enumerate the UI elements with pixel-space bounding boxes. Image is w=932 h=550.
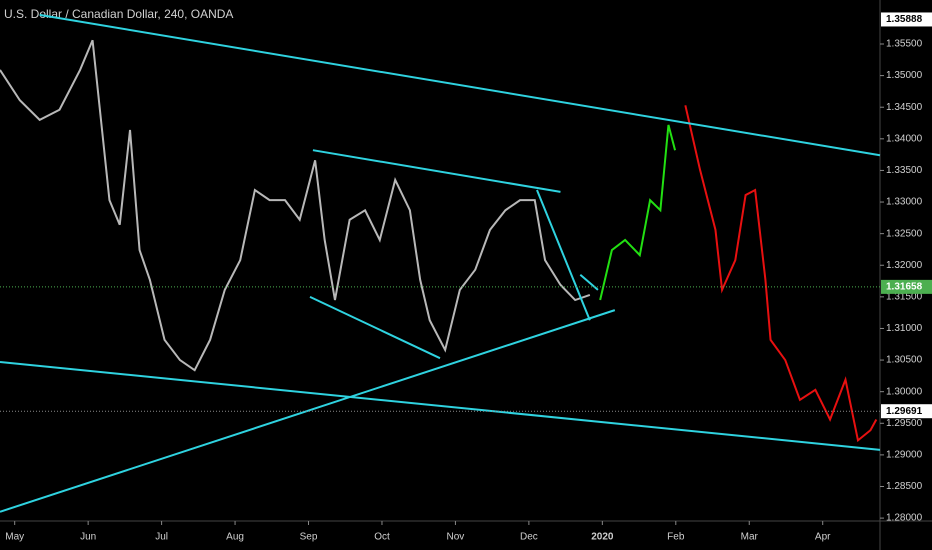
price-line [599,124,677,301]
x-tick-label: Jun [80,532,96,543]
x-tick-label: Oct [374,532,390,543]
trend-line [312,149,561,193]
y-tick-label: 1.30000 [886,386,923,397]
y-tick-label: 1.28000 [886,513,923,524]
y-tick-label: 1.32000 [886,260,923,271]
x-tick-label: Jul [155,532,168,543]
price-line [0,39,591,372]
chart-title: U.S. Dollar / Canadian Dollar, 240, OAND… [4,7,233,21]
y-tick-label: 1.32500 [886,228,923,239]
y-tick-label: 1.35000 [886,70,923,81]
y-tick-label: 1.34500 [886,102,923,113]
price-label-box [881,279,932,294]
x-tick-label: Apr [815,532,831,543]
y-tick-label: 1.34000 [886,133,923,144]
trend-line [0,309,616,513]
trend-line [579,273,599,291]
price-label-box [881,12,932,27]
x-tick-label: Feb [667,532,685,543]
x-tick-label: Sep [300,532,318,543]
trend-line [39,13,881,157]
x-tick-label: 2020 [591,532,614,543]
x-tick-label: Aug [226,532,244,543]
x-tick-label: Nov [447,532,465,543]
price-line [684,105,878,443]
trend-line [536,189,591,321]
y-tick-label: 1.33500 [886,165,923,176]
y-tick-label: 1.31500 [886,291,923,302]
y-tick-label: 1.29500 [886,418,923,429]
price-label: 1.35888 [886,14,923,25]
x-tick-label: Mar [741,532,759,543]
price-label-box [881,404,932,419]
x-tick-label: Dec [520,532,538,543]
trend-line [0,360,881,451]
x-tick-label: May [5,532,24,543]
trend-line [309,295,441,360]
y-tick-label: 1.35500 [886,39,923,50]
y-tick-label: 1.29000 [886,450,923,461]
price-label: 1.29691 [886,406,923,417]
y-tick-label: 1.33000 [886,197,923,208]
price-label: 1.31658 [886,282,923,293]
y-tick-label: 1.30500 [886,355,923,366]
y-tick-label: 1.31000 [886,323,923,334]
y-tick-label: 1.28500 [886,481,923,492]
